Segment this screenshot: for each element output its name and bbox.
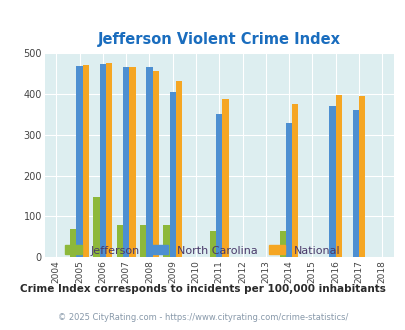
Text: © 2025 CityRating.com - https://www.cityrating.com/crime-statistics/: © 2025 CityRating.com - https://www.city… [58,313,347,322]
Bar [152,71,158,257]
Title: Jefferson Violent Crime Index: Jefferson Violent Crime Index [98,32,340,48]
Bar [83,65,89,257]
Bar [169,92,175,257]
Bar [285,123,292,257]
Bar [106,63,112,257]
Bar [358,96,364,257]
Bar [129,67,135,257]
Legend: Jefferson, North Carolina, National: Jefferson, North Carolina, National [61,241,344,260]
Bar [140,225,146,257]
Bar [279,231,285,257]
Bar [215,114,222,257]
Bar [352,110,358,257]
Bar [163,225,169,257]
Bar [76,66,83,257]
Bar [335,95,341,257]
Bar [116,225,123,257]
Bar [209,231,215,257]
Bar [222,99,228,257]
Bar [93,197,100,257]
Bar [100,64,106,257]
Bar [292,104,298,257]
Bar [146,67,152,257]
Text: Crime Index corresponds to incidents per 100,000 inhabitants: Crime Index corresponds to incidents per… [20,284,385,294]
Bar [123,67,129,257]
Bar [175,81,182,257]
Bar [70,229,76,257]
Bar [328,106,335,257]
